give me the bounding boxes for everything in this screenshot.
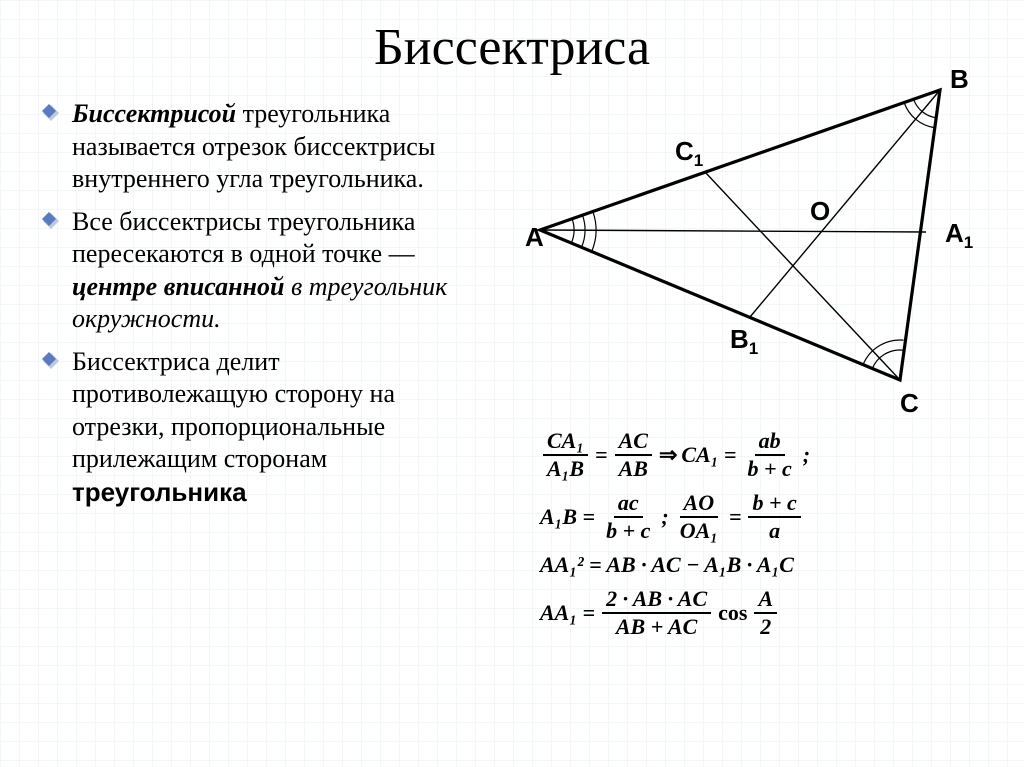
svg-text:B1: B1 [730, 324, 758, 358]
svg-text:B: B [950, 64, 969, 94]
formula-4: AA₁ = 2 · AB · ACAB + AC cos A2 [540, 586, 990, 640]
bullet-2: Все биссектрисы треугольника пересекаютс… [40, 206, 480, 336]
triangle-diagram: A B C A1 B1 C1 O [500, 60, 1020, 420]
diamond-bullet-icon [40, 212, 62, 230]
bullet-3: Биссектриса делит противолежащую сторону… [40, 346, 480, 510]
diamond-bullet-icon [40, 352, 62, 370]
definition-list: Биссектрисой треугольника называется отр… [40, 98, 480, 519]
svg-text:A: A [525, 222, 544, 252]
bullet-1: Биссектрисой треугольника называется отр… [40, 98, 480, 196]
formula-block: CA₁A₁B = ACAB ⇒ CA₁ = abb + c ; A₁B = ac… [540, 420, 990, 648]
formula-3: AA₁² = AB · AC − A₁B · A₁C [540, 552, 990, 578]
bullet-2-emph: центре вписанной [72, 272, 284, 301]
svg-text:C: C [900, 388, 919, 418]
bullet-2-pre: Все биссектрисы треугольника пересекаютс… [72, 207, 415, 269]
svg-text:A1: A1 [945, 218, 973, 252]
formula-2: A₁B = acb + c ; AOOA₁ = b + ca [540, 490, 990, 544]
svg-text:C1: C1 [675, 136, 703, 170]
svg-text:O: O [810, 196, 830, 226]
formula-1: CA₁A₁B = ACAB ⇒ CA₁ = abb + c ; [540, 428, 990, 482]
bullet-1-lead: Биссектрисой [72, 99, 236, 128]
bullet-3-last: треугольника [72, 477, 247, 507]
diamond-bullet-icon [40, 104, 62, 122]
bullet-3-pre: Биссектриса делит противолежащую сторону… [72, 347, 395, 474]
